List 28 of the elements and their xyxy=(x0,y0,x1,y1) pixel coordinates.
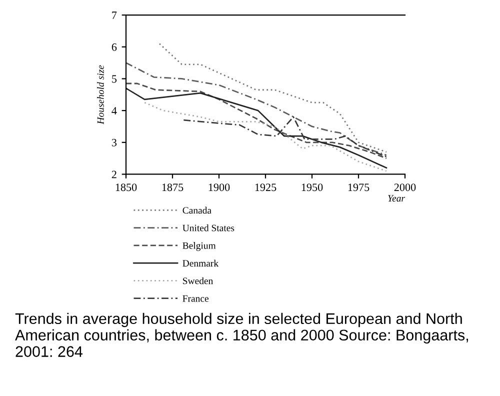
y-tick-label: 4 xyxy=(112,107,117,114)
x-tick-label: 2000 xyxy=(394,184,416,192)
line-series xyxy=(182,116,388,158)
y-axis-title: Household size xyxy=(97,65,104,124)
y-tick-label: 2 xyxy=(112,170,116,178)
x-tick-label: 1975 xyxy=(348,184,370,192)
line-series xyxy=(126,88,388,169)
line-series xyxy=(158,43,388,153)
y-tick-label: 5 xyxy=(112,75,117,83)
x-tick-label: 1850 xyxy=(116,184,137,192)
text: Trends in average household size in selected European and North American countries, between c. 1850 and 2000 Source: Bongaarts, 2001: 264 xyxy=(15,312,468,357)
legend-label: Canada xyxy=(182,206,212,214)
x-tick-label: 1900 xyxy=(208,184,230,192)
y-tick-label: 6 xyxy=(112,43,117,51)
y-tick-label: 3 xyxy=(112,138,117,146)
legend-label: Belgium xyxy=(182,242,216,251)
y-tick-label: 7 xyxy=(112,12,117,19)
legend-label: France xyxy=(182,295,208,302)
legend-label: Denmark xyxy=(182,260,219,267)
line-series xyxy=(126,82,388,160)
x-tick-label: 1925 xyxy=(255,184,276,192)
legend-label: United States xyxy=(182,224,234,232)
legend-label: Sweden xyxy=(183,277,213,284)
x-axis-title: Year xyxy=(388,195,406,202)
x-tick-label: 1875 xyxy=(162,184,184,192)
x-tick-label: 1950 xyxy=(302,184,323,192)
line-series xyxy=(126,62,388,156)
line-series xyxy=(144,102,388,172)
